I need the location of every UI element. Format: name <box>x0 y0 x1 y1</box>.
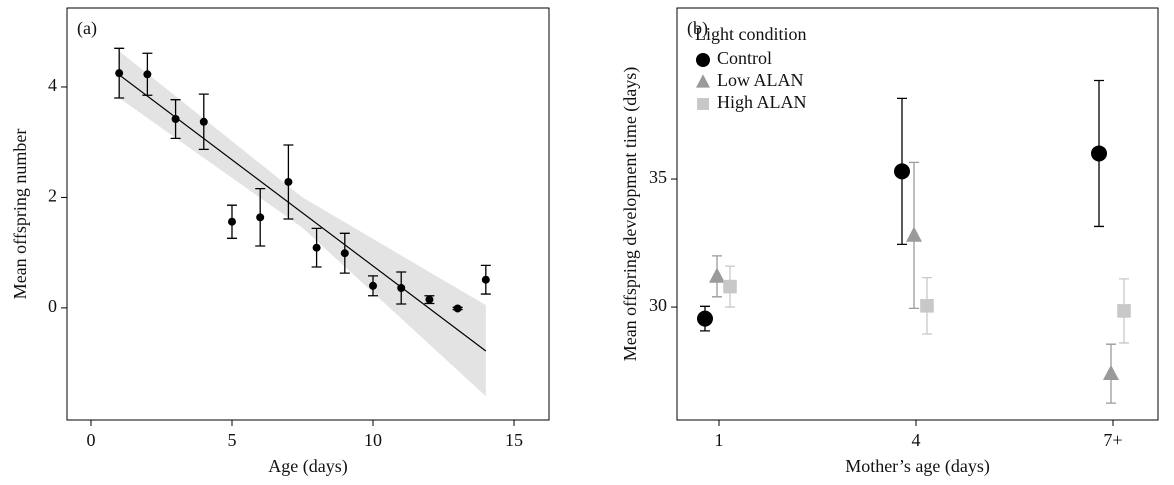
marker <box>906 226 922 242</box>
x-tick-label: 10 <box>364 430 382 450</box>
legend-label: Low ALAN <box>717 70 804 90</box>
marker <box>284 177 293 186</box>
y-tick-label: 30 <box>649 295 667 315</box>
legend-marker <box>696 74 710 88</box>
marker <box>199 117 208 126</box>
fit-line <box>118 74 487 352</box>
marker <box>312 243 321 252</box>
plot-frame <box>676 7 1159 421</box>
legend-marker <box>696 53 710 67</box>
marker <box>920 298 934 313</box>
marker <box>397 284 406 293</box>
marker <box>894 163 910 180</box>
legend-title: Light condition <box>695 24 807 44</box>
y-axis-label: Mean offspring number <box>10 129 30 300</box>
marker <box>227 217 236 226</box>
x-axis-label: Mother’s age (days) <box>845 456 990 477</box>
x-tick-label: 0 <box>86 430 95 450</box>
x-tick-label: 7+ <box>1103 430 1122 450</box>
legend-label: Control <box>717 48 772 68</box>
plot-frame <box>66 7 550 421</box>
marker <box>1103 364 1119 381</box>
x-tick-label: 4 <box>912 430 921 450</box>
marker <box>723 279 737 294</box>
panel-label: (b) <box>687 18 708 39</box>
marker <box>369 281 378 290</box>
marker <box>1117 304 1131 318</box>
marker <box>697 310 713 327</box>
y-tick-label: 35 <box>649 167 667 187</box>
legend-marker <box>697 98 709 110</box>
y-tick-label: 2 <box>48 186 57 206</box>
marker <box>709 267 725 283</box>
marker <box>340 249 349 258</box>
confidence-band <box>119 51 486 397</box>
x-axis-label: Age (days) <box>268 456 347 477</box>
marker <box>143 70 152 79</box>
marker <box>425 295 434 304</box>
marker <box>171 115 180 124</box>
y-tick-label: 0 <box>48 296 57 316</box>
marker <box>453 304 462 313</box>
marker <box>256 213 265 222</box>
marker <box>481 275 490 284</box>
legend-label: High ALAN <box>717 92 807 112</box>
marker <box>115 69 124 78</box>
panel-label: (a) <box>77 18 97 39</box>
x-tick-label: 1 <box>715 430 724 450</box>
y-tick-label: 4 <box>48 75 57 95</box>
y-axis-label: Mean offspring development time (days) <box>620 67 641 362</box>
x-tick-label: 5 <box>227 430 236 450</box>
x-tick-label: 15 <box>505 430 523 450</box>
marker <box>1091 145 1107 162</box>
